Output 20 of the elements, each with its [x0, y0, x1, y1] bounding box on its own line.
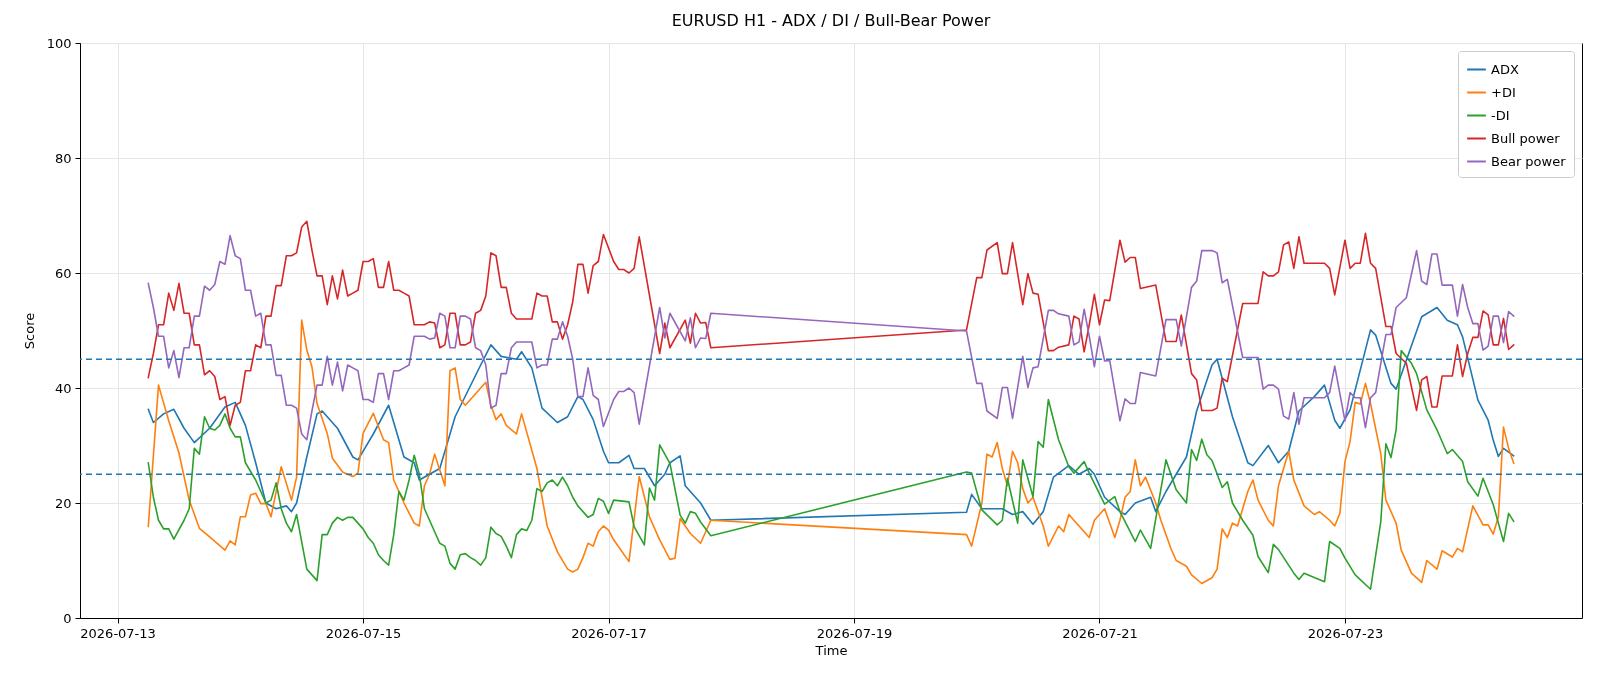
y-tick-label: 0: [63, 610, 72, 626]
y-axis-title: Score: [21, 312, 37, 350]
x-tick-label: 2026-07-13: [80, 625, 156, 641]
x-axis-title: Time: [814, 642, 848, 658]
y-tick-label: 20: [54, 495, 72, 511]
chart-title: EURUSD H1 - ADX / DI / Bull-Bear Power: [671, 11, 991, 30]
x-tick-label: 2026-07-19: [816, 625, 893, 641]
x-tick-label: 2026-07-21: [1062, 625, 1138, 641]
legend-label: Bull power: [1491, 130, 1561, 146]
y-tick-label: 80: [54, 150, 72, 166]
legend-label: -DI: [1491, 107, 1510, 123]
x-tick-label: 2026-07-17: [571, 625, 647, 641]
y-tick-label: 60: [54, 265, 72, 281]
x-tick-label: 2026-07-23: [1307, 625, 1384, 641]
legend-label: +DI: [1491, 84, 1516, 100]
legend-label: ADX: [1491, 61, 1519, 77]
y-tick-label: 40: [54, 380, 72, 396]
legend-label: Bear power: [1491, 153, 1567, 169]
x-tick-label: 2026-07-15: [325, 625, 402, 641]
y-tick-label: 100: [46, 35, 72, 51]
